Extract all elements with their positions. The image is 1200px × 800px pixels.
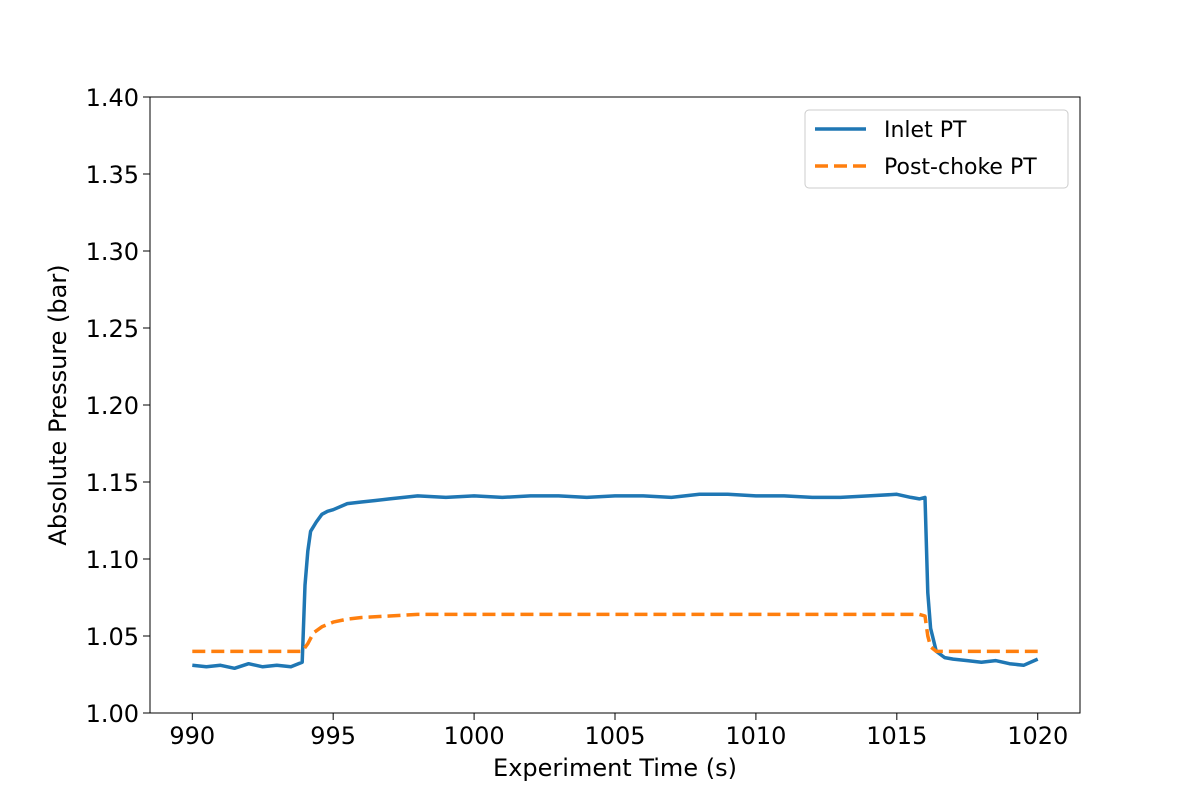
legend-label-post-choke-pt: Post-choke PT	[884, 155, 1037, 180]
legend-label-inlet-pt: Inlet PT	[884, 118, 967, 143]
x-axis-label: Experiment Time (s)	[493, 754, 737, 782]
series-line-post-choke-pt	[192, 612, 1038, 654]
x-tick-label: 1005	[584, 722, 645, 750]
y-tick-label: 1.05	[86, 623, 139, 651]
y-tick-label: 1.15	[86, 469, 139, 497]
x-tick-label: 1010	[725, 722, 786, 750]
y-tick-label: 1.35	[86, 161, 139, 189]
y-axis-ticks: 1.00 1.05 1.10 1.15 1.20 1.25 1.30 1.35 1.40	[86, 84, 150, 728]
x-tick-label: 1020	[1007, 722, 1068, 750]
axes-frame	[149, 96, 1081, 714]
x-tick-label: 1015	[866, 722, 927, 750]
y-tick-label: 1.20	[86, 392, 139, 420]
x-tick-label: 995	[310, 722, 356, 750]
y-tick-label: 1.40	[86, 84, 139, 112]
legend: Inlet PT Post-choke PT	[804, 109, 1069, 189]
x-axis-ticks: 990 995 1000 1005 1010 1015 1020	[169, 713, 1068, 750]
legend-box	[804, 109, 1069, 189]
y-tick-label: 1.10	[86, 546, 139, 574]
y-tick-label: 1.25	[86, 315, 139, 343]
plot-area	[192, 492, 1039, 671]
series-line-inlet-pt	[192, 492, 1039, 671]
y-tick-label: 1.00	[86, 700, 139, 728]
x-tick-label: 1000	[444, 722, 505, 750]
y-axis-label: Absolute Pressure (bar)	[44, 264, 72, 545]
y-tick-label: 1.30	[86, 238, 139, 266]
x-tick-label: 990	[169, 722, 215, 750]
